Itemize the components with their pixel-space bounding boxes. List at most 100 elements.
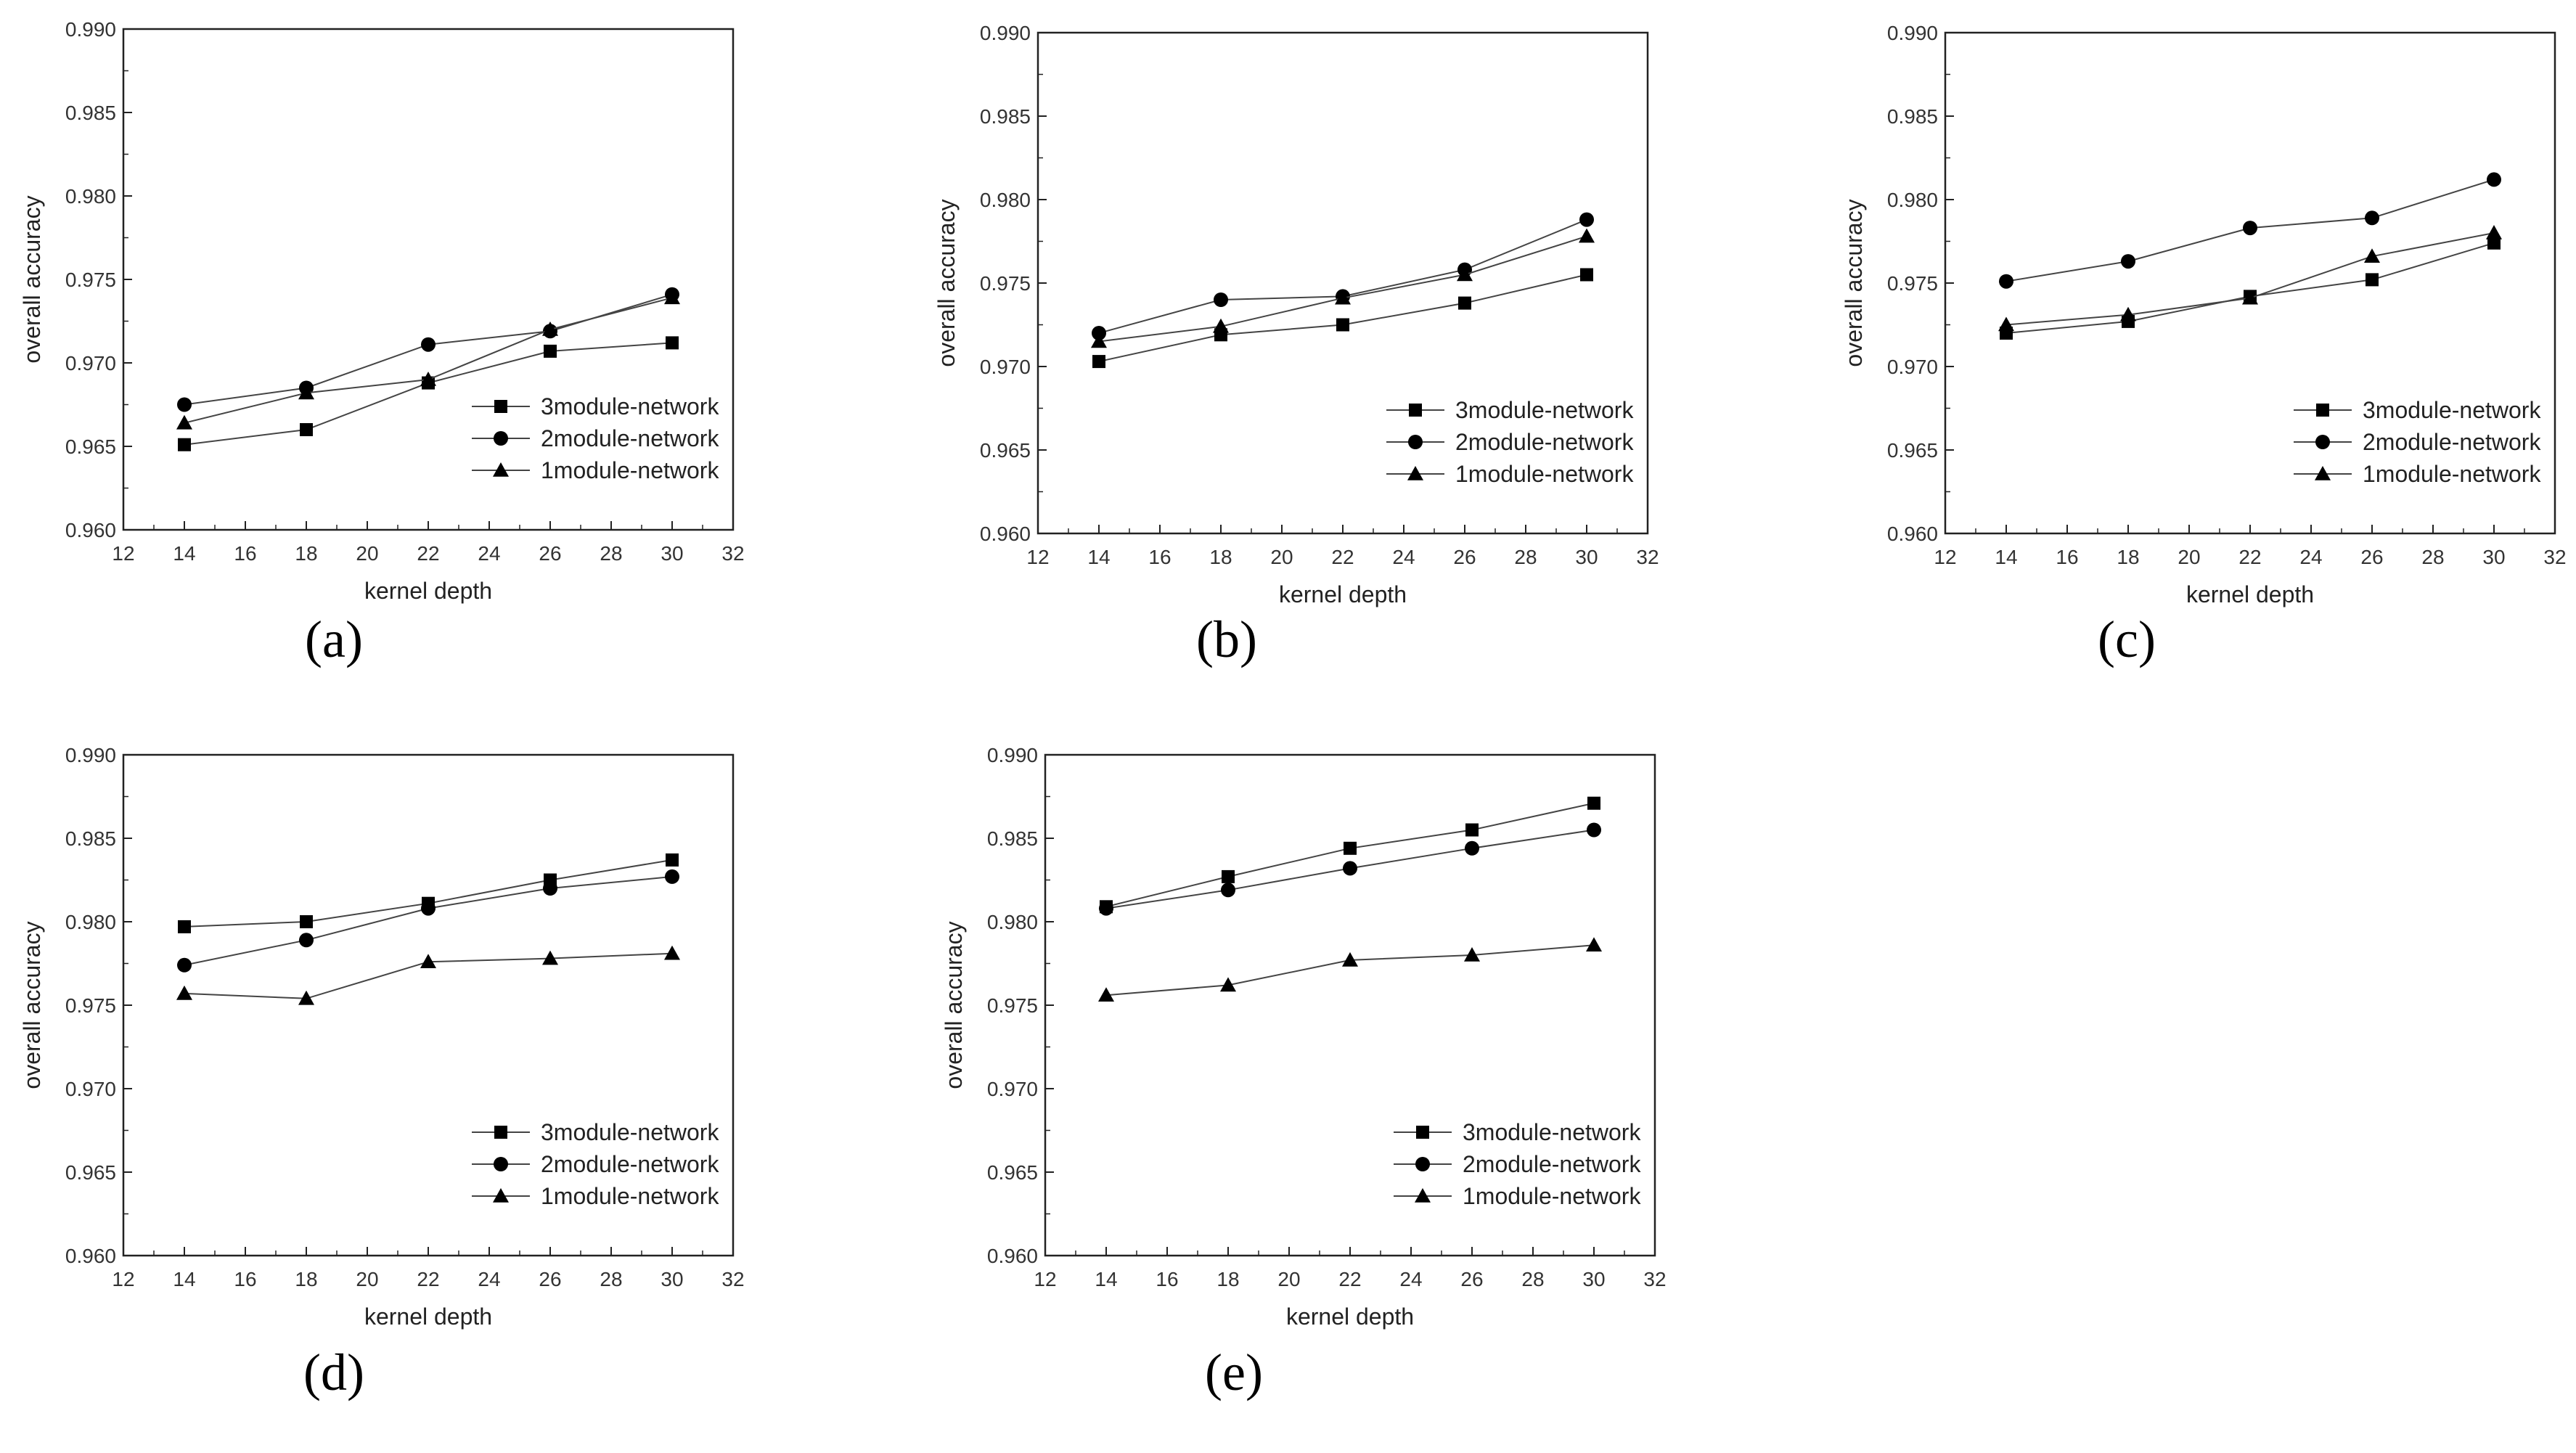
data-point [176,414,192,430]
series-1module-network [1098,937,1602,1002]
y-tick-label: 0.980 [1887,189,1938,211]
data-point [542,950,558,965]
data-point [1092,326,1106,340]
y-tick-label: 0.965 [65,435,116,458]
data-point [1342,951,1358,967]
legend-marker [2315,435,2330,449]
data-point [1220,977,1236,992]
data-point [1213,318,1229,333]
x-tick-label: 32 [721,542,744,565]
data-point [666,336,679,350]
data-point [1457,266,1473,282]
legend-label: 1module-network [1463,1183,1641,1209]
x-axis-title: kernel depth [364,1303,492,1330]
panel-label: (b) [1196,610,1257,668]
data-point [1587,822,1601,838]
legend-label: 1module-network [2363,461,2541,487]
y-tick-label: 0.965 [1887,439,1938,462]
legend-label: 3module-network [541,393,719,419]
legend-label: 2module-network [1463,1151,1641,1177]
data-point [178,920,191,933]
x-tick-label: 28 [1521,1268,1544,1290]
data-point [421,901,436,916]
series-line [1105,802,1595,908]
series-1module-network [176,290,680,430]
x-tick-label: 32 [721,1268,744,1290]
data-point [1091,333,1107,348]
legend-marker [1415,1157,1430,1171]
x-tick-label: 18 [295,1268,317,1290]
x-tick-label: 28 [600,542,622,565]
y-tick-label: 0.970 [987,1078,1038,1100]
legend-label: 3module-network [1455,397,1634,423]
data-point [1214,292,1228,307]
series-line [2005,232,2495,326]
chart-panel-2: 0.960 0.965 0.970 0.975 0.980 0.985 0.990 12 14 1… [933,22,1659,607]
legend-label: 1module-network [1455,461,1634,487]
y-tick-label: 0.975 [980,272,1031,295]
x-tick-label: 28 [600,1268,622,1290]
x-tick-label: 30 [1582,1268,1605,1290]
x-tick-label: 30 [661,542,683,565]
x-axis-title: kernel depth [1286,1303,1414,1330]
y-tick-label: 0.975 [65,994,116,1017]
chart-panel-3: 0.960 0.965 0.970 0.975 0.980 0.985 0.990 12 14 1… [1841,22,2567,607]
x-tick-label: 24 [1392,546,1415,568]
y-tick-label: 0.990 [65,744,116,766]
x-tick-label: 12 [112,542,134,565]
x-axis-title: kernel depth [2186,581,2314,607]
series-line [1098,218,1587,334]
legend-label: 3module-network [541,1119,719,1145]
y-tick-label: 0.985 [987,827,1038,850]
legend-label: 3module-network [2363,397,2541,423]
data-point [1465,823,1479,837]
x-tick-label: 18 [1217,1268,1239,1290]
y-tick-label: 0.970 [65,352,116,374]
data-point [2121,254,2135,269]
x-tick-label: 16 [234,1268,256,1290]
x-tick-label: 26 [2360,546,2383,568]
y-tick-label: 0.980 [65,185,116,208]
legend-marker [494,1157,508,1171]
x-tick-label: 24 [478,542,500,565]
plot-frame [1044,753,1656,1257]
x-tick-label: 20 [1277,1268,1300,1290]
y-tick-label: 0.960 [987,1245,1038,1267]
x-tick-label: 12 [1026,546,1049,568]
data-point [1465,840,1479,856]
x-tick-label: 20 [1270,546,1293,568]
y-axis-title: overall accuracy [941,921,967,1089]
data-point [420,954,436,968]
legend-label: 1module-network [541,457,719,483]
data-point [1222,869,1235,883]
y-axis-title: overall accuracy [19,921,45,1089]
data-point [300,423,313,436]
y-tick-label: 0.980 [987,911,1038,933]
data-point [544,344,557,358]
series-line [184,859,673,928]
data-point [1464,947,1480,962]
x-tick-label: 14 [173,1268,195,1290]
data-point [1587,796,1600,810]
data-point [177,397,192,412]
data-point [2120,306,2136,322]
data-point [2487,236,2501,250]
data-point [298,990,314,1005]
y-tick-label: 0.960 [1887,523,1938,545]
y-tick-label: 0.965 [987,1161,1038,1184]
data-point [2243,221,2257,236]
x-tick-label: 22 [417,542,439,565]
data-point [1586,937,1602,951]
x-tick-label: 18 [295,542,317,565]
data-point [176,985,192,1000]
legend-label: 2module-network [1455,429,1634,455]
legend-label: 2module-network [541,1151,719,1177]
data-point [299,933,314,948]
y-tick-label: 0.975 [65,269,116,291]
x-axis-title: kernel depth [1279,581,1407,607]
panel-label: (e) [1205,1343,1263,1401]
data-point [2364,248,2380,263]
series-line [1098,274,1587,363]
y-axis-title: overall accuracy [1841,199,1867,367]
data-point [1343,861,1357,876]
